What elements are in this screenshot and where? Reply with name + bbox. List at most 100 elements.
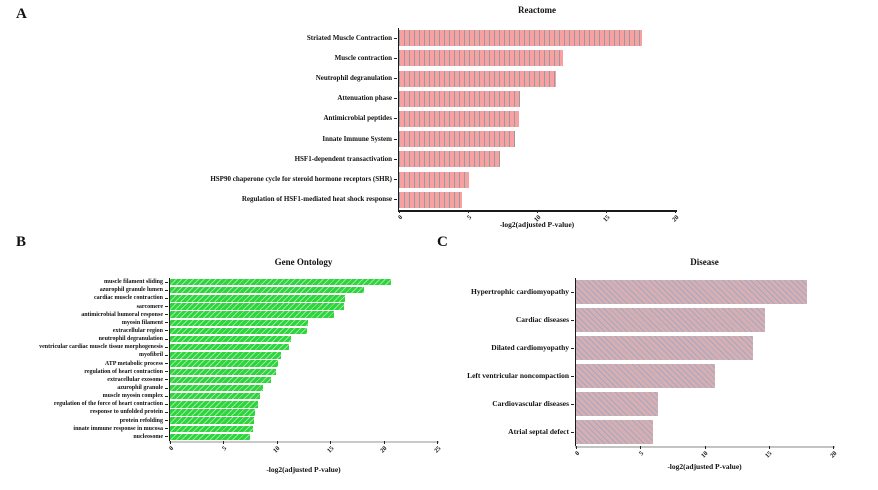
x-tick-mark	[437, 441, 438, 444]
category-tick-mark	[571, 291, 574, 293]
category-label-text: Dilated cardiomyopathy	[491, 343, 569, 353]
x-tick-label-text: 0	[573, 450, 581, 458]
bar	[170, 376, 272, 384]
category-tick-mark	[165, 387, 168, 389]
category-tick-mark	[394, 37, 397, 39]
category-label: azurophil granule lumen	[0, 286, 168, 294]
x-tick-label-text: 20	[670, 214, 680, 224]
category-label: HSF1-dependent transactivation	[0, 149, 397, 169]
bar	[399, 131, 515, 148]
category-label: HSP90 chaperone cycle for steroid hormon…	[0, 170, 397, 190]
x-tick-mark	[704, 446, 706, 449]
category-label: protein refolding	[0, 417, 168, 425]
category-label: sarcomere	[0, 302, 168, 310]
category-tick-mark	[394, 98, 397, 100]
bar	[170, 368, 276, 375]
chart-title-disease: Disease	[690, 257, 719, 267]
category-label-text: Innate Immune System	[322, 134, 392, 143]
bar	[170, 425, 254, 432]
category-label: regulation of heart contraction	[0, 368, 168, 376]
category-label: muscle myosin complex	[0, 392, 168, 400]
category-label: Left ventricular noncompaction	[0, 362, 574, 390]
x-tick-mark	[223, 441, 225, 444]
bar	[576, 336, 754, 360]
category-label-text: cardiac muscle contraction	[94, 295, 163, 302]
category-tick-mark	[165, 420, 168, 422]
category-label-text: response to unfolded protein	[90, 409, 163, 416]
bar	[399, 171, 470, 188]
category-tick-mark	[165, 330, 168, 332]
x-tick-label-text: 15	[601, 214, 611, 224]
category-label: extracellular region	[0, 327, 168, 335]
category-label-text: azurophil granule	[117, 385, 163, 391]
category-tick-mark	[165, 379, 168, 381]
x-tick-mark	[468, 210, 469, 213]
category-tick-mark	[394, 78, 397, 80]
bar	[399, 111, 520, 127]
bar	[399, 30, 642, 47]
category-label-text: Attenuation phase	[337, 94, 392, 103]
category-label-text: Left ventricular noncompaction	[467, 371, 569, 381]
x-tick-mark	[768, 446, 770, 449]
bar	[170, 392, 260, 400]
panel-letter-c: C	[437, 234, 448, 250]
category-label: Cardiovascular diseases	[0, 390, 574, 418]
category-label-text: ventricular cardiac muscle tissue morpho…	[39, 344, 163, 351]
bar	[170, 319, 308, 327]
category-tick-mark	[165, 411, 168, 413]
category-tick-mark	[165, 436, 168, 438]
x-tick-mark	[276, 441, 278, 444]
category-label-text: HSF1-dependent transactivation	[294, 154, 392, 163]
category-tick-mark	[165, 322, 168, 324]
category-label-text: regulation of heart contraction	[84, 368, 163, 375]
bar	[576, 420, 654, 444]
category-label: myosin filament	[0, 319, 168, 327]
category-label: Atrial septal defect	[0, 418, 574, 446]
bar	[170, 352, 282, 359]
category-label-text: Cardiac diseases	[515, 315, 569, 325]
category-label-text: neutrophil degranulation	[98, 336, 163, 343]
category-label: ATP metabolic process	[0, 360, 168, 368]
category-label-text: Cardiovascular diseases	[492, 399, 569, 409]
category-tick-mark	[165, 346, 168, 348]
category-tick-mark	[165, 371, 168, 373]
panel-letter-b: B	[16, 234, 27, 250]
bar	[170, 360, 278, 367]
category-tick-mark	[165, 403, 168, 405]
x-tick-label-text: 5	[465, 214, 473, 222]
category-label: Attenuation phase	[0, 89, 397, 109]
category-label: regulation of the force of heart contrac…	[0, 400, 168, 408]
bar	[576, 308, 765, 332]
category-label-text: myofibril	[139, 352, 163, 359]
category-label: innate immune response in mucosa	[0, 425, 168, 433]
category-tick-mark	[165, 306, 168, 307]
category-label-text: Neutrophil degranulation	[315, 74, 392, 83]
category-label: neutrophil degranulation	[0, 335, 168, 343]
category-label-text: ATP metabolic process	[104, 360, 163, 367]
category-label-text: innate immune response in mucosa	[73, 425, 163, 432]
x-tick-label-text: 10	[532, 214, 542, 224]
category-label-text: Antimicrobial peptides	[323, 114, 392, 123]
bar	[170, 311, 335, 318]
x-tick-mark	[576, 446, 577, 449]
x-tick-label-text: 10	[699, 450, 710, 460]
x-tick-label-text: 0	[167, 445, 175, 453]
category-tick-mark	[394, 199, 397, 201]
category-label-text: Muscle contraction	[334, 53, 392, 62]
category-label: Regulation of HSF1-mediated heat shock r…	[0, 190, 397, 210]
panel-letter-a: A	[16, 6, 27, 22]
bar	[170, 327, 307, 335]
x-tick-mark	[399, 210, 400, 213]
category-label-text: Atrial septal defect	[508, 427, 569, 437]
x-tick-mark	[640, 446, 642, 449]
y-axis-line	[169, 278, 170, 442]
bar	[170, 409, 256, 416]
x-tick-label-text: 20	[828, 450, 838, 460]
category-tick-mark	[165, 354, 168, 356]
bar	[399, 90, 521, 107]
x-tick-mark	[170, 441, 171, 444]
category-label-text: myosin filament	[121, 319, 163, 326]
y-axis-line	[575, 278, 576, 447]
y-axis-line	[398, 28, 399, 211]
